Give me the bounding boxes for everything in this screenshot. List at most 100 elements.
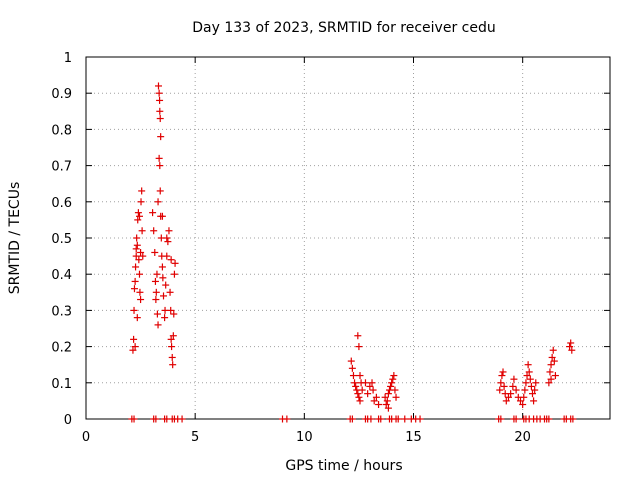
- data-point: [151, 248, 159, 256]
- x-tick-label: 10: [296, 430, 313, 445]
- data-point: [152, 296, 160, 304]
- data-point: [370, 397, 378, 405]
- data-point: [163, 234, 171, 242]
- data-point: [499, 368, 507, 376]
- data-point: [391, 386, 399, 394]
- data-point: [392, 393, 400, 401]
- data-point: [549, 346, 557, 354]
- x-tick-label: 15: [405, 430, 422, 445]
- data-point: [168, 343, 176, 351]
- data-point: [497, 415, 505, 423]
- data-point: [531, 386, 539, 394]
- data-point: [134, 209, 142, 217]
- data-point: [169, 361, 177, 369]
- data-point: [496, 386, 504, 394]
- y-tick-label: 0.1: [51, 377, 72, 392]
- data-point: [546, 368, 554, 376]
- data-point: [171, 259, 179, 267]
- data-point: [507, 390, 515, 398]
- data-point: [388, 379, 396, 387]
- data-points: [128, 82, 577, 423]
- data-point: [504, 393, 512, 401]
- data-point: [545, 379, 553, 387]
- data-point: [383, 397, 391, 405]
- data-point: [169, 332, 177, 340]
- data-point: [170, 310, 178, 318]
- data-point: [130, 306, 138, 314]
- data-point: [384, 404, 392, 412]
- data-point: [153, 270, 161, 278]
- x-tick-label: 0: [82, 430, 90, 445]
- data-point: [548, 353, 556, 361]
- data-point: [354, 390, 362, 398]
- data-point: [401, 415, 409, 423]
- y-axis-label: SRMTID / TECUs: [7, 182, 23, 295]
- data-point: [156, 162, 164, 170]
- grid-lines: [86, 57, 610, 419]
- data-point: [390, 372, 398, 380]
- y-tick-label: 0: [64, 413, 72, 428]
- x-tick-label: 5: [191, 430, 199, 445]
- data-point: [568, 346, 576, 354]
- y-tick-label: 0.7: [51, 160, 72, 175]
- data-point: [138, 187, 146, 195]
- data-point: [364, 390, 372, 398]
- data-point: [369, 386, 377, 394]
- data-point: [375, 401, 383, 409]
- data-point: [525, 368, 533, 376]
- data-point: [354, 332, 362, 340]
- data-point: [522, 379, 530, 387]
- data-point: [167, 335, 175, 343]
- data-point: [512, 415, 520, 423]
- data-point: [167, 306, 175, 314]
- data-point: [159, 274, 167, 282]
- data-point: [567, 339, 575, 347]
- data-point: [158, 263, 166, 271]
- data-point: [521, 386, 529, 394]
- data-point: [387, 382, 395, 390]
- data-point: [154, 82, 162, 90]
- data-point: [138, 227, 146, 235]
- data-point: [356, 372, 364, 380]
- data-point: [528, 390, 536, 398]
- data-point: [532, 379, 540, 387]
- data-point: [547, 375, 555, 383]
- data-point: [133, 241, 141, 249]
- data-point: [510, 375, 518, 383]
- data-point: [497, 379, 505, 387]
- data-point: [372, 393, 380, 401]
- data-point: [170, 270, 178, 278]
- data-point: [168, 353, 176, 361]
- data-point: [154, 321, 162, 329]
- y-tick-label: 0.2: [51, 341, 72, 356]
- y-tick-label: 0.6: [51, 196, 72, 211]
- data-point: [530, 397, 538, 405]
- data-point: [156, 96, 164, 104]
- data-point: [129, 346, 137, 354]
- data-point: [154, 198, 162, 206]
- data-point: [131, 277, 139, 285]
- data-point: [130, 415, 138, 423]
- data-point: [524, 361, 532, 369]
- data-point: [502, 397, 510, 405]
- data-point: [160, 292, 168, 300]
- data-point: [156, 115, 164, 123]
- x-axis-label: GPS time / hours: [285, 458, 402, 474]
- data-point: [155, 154, 163, 162]
- y-tick-label: 0.5: [51, 232, 72, 247]
- data-point: [155, 89, 163, 97]
- data-point: [133, 314, 141, 322]
- data-point: [162, 281, 170, 289]
- data-point: [382, 401, 390, 409]
- x-tick-label: 20: [514, 430, 531, 445]
- data-point: [164, 238, 172, 246]
- data-point: [355, 393, 363, 401]
- data-point: [356, 397, 364, 405]
- y-tick-label: 1: [64, 51, 72, 66]
- data-point: [153, 310, 161, 318]
- data-point: [151, 277, 159, 285]
- data-point: [165, 227, 173, 235]
- data-point: [566, 343, 574, 351]
- data-point: [381, 393, 389, 401]
- data-point: [498, 372, 506, 380]
